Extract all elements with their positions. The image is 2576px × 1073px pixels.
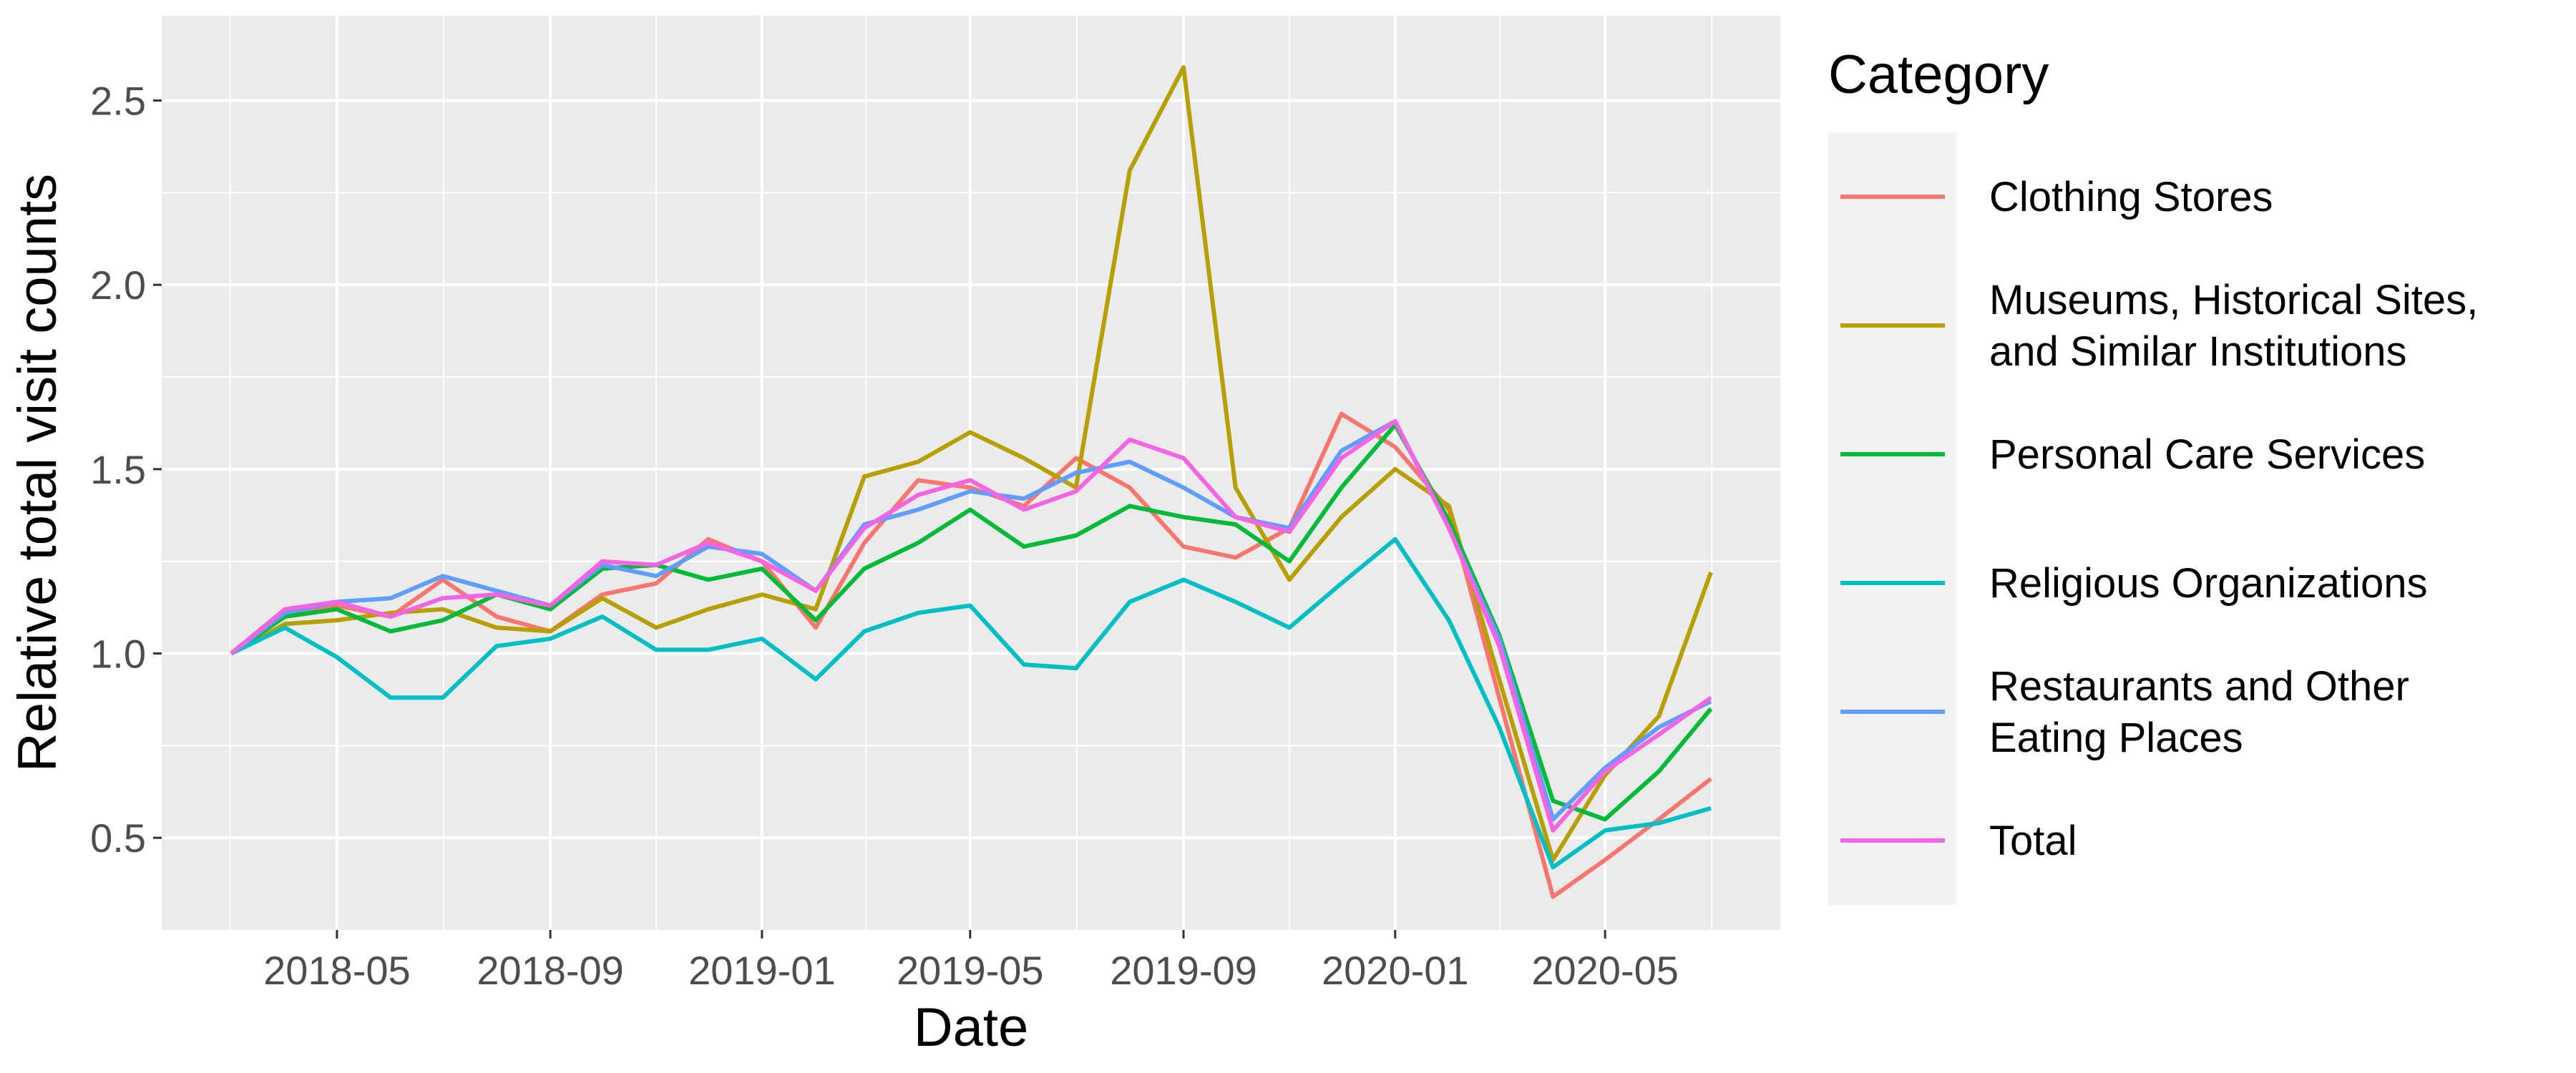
series-line [230, 536, 1712, 870]
x-tick-label: 2019-09 [1110, 948, 1257, 993]
x-tick-label: 2020-05 [1531, 948, 1679, 993]
y-tick-label: 1.0 [90, 632, 146, 677]
y-axis: 0.5 1.0 1.5 2.0 2.5 [90, 79, 162, 861]
legend-items: Clothing Stores Museums, Historical Sites… [1840, 174, 2478, 864]
legend-key-background [1828, 132, 1957, 905]
series-line [230, 423, 1713, 822]
y-axis-title: Relative total visit counts [7, 174, 68, 772]
legend-title: Category [1828, 44, 2049, 105]
x-axis: 2018-05 2018-09 2019-01 2019-05 2019-09 2020-… [263, 930, 1679, 993]
x-axis-title: Date [914, 997, 1029, 1058]
legend-item: Restaurants and Other Eating Places [1840, 663, 2409, 761]
plot-area [162, 16, 1780, 930]
legend-label: Clothing Stores [1989, 174, 2273, 220]
x-tick-label: 2020-01 [1322, 948, 1469, 993]
legend-item: Personal Care Services [1840, 431, 2425, 478]
legend-label: Personal Care Services [1989, 431, 2425, 478]
series-lines [230, 65, 1713, 899]
legend-label: Museums, Historical Sites, and Similar In… [1989, 277, 2478, 375]
y-tick-label: 1.5 [90, 447, 146, 492]
legend-item: Total [1840, 818, 2077, 864]
legend-item: Religious Organizations [1840, 560, 2428, 607]
x-tick-label: 2018-05 [263, 948, 411, 993]
legend-label: Restaurants and Other Eating Places [1989, 663, 2409, 761]
x-tick-label: 2018-09 [477, 948, 624, 993]
y-tick-label: 2.0 [90, 263, 146, 308]
legend-label: Total [1989, 818, 2077, 864]
legend: Category Clothing Stores Museums, Histori… [1828, 44, 2478, 905]
series-line [230, 418, 1712, 833]
grid-major [162, 16, 1780, 930]
legend-item: Museums, Historical Sites, and Similar In… [1840, 277, 2478, 375]
legend-label: Religious Organizations [1989, 560, 2428, 607]
y-tick-label: 2.5 [90, 79, 146, 124]
legend-item: Clothing Stores [1840, 174, 2273, 220]
y-tick-label: 0.5 [90, 815, 146, 861]
x-tick-label: 2019-01 [688, 948, 836, 993]
x-tick-label: 2019-05 [897, 948, 1044, 993]
